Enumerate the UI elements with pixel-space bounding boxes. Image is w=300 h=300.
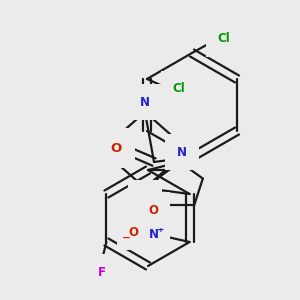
Text: +: + bbox=[157, 224, 164, 233]
Text: F: F bbox=[98, 266, 105, 278]
Text: N: N bbox=[140, 191, 150, 205]
Text: N: N bbox=[148, 227, 159, 241]
Text: O: O bbox=[129, 226, 139, 238]
Text: Cl: Cl bbox=[172, 82, 185, 95]
Text: N: N bbox=[140, 95, 150, 109]
Text: O: O bbox=[110, 142, 122, 154]
Text: O: O bbox=[148, 203, 159, 217]
Text: −: − bbox=[122, 233, 131, 243]
Text: Cl: Cl bbox=[218, 32, 230, 46]
Text: N: N bbox=[177, 146, 187, 158]
